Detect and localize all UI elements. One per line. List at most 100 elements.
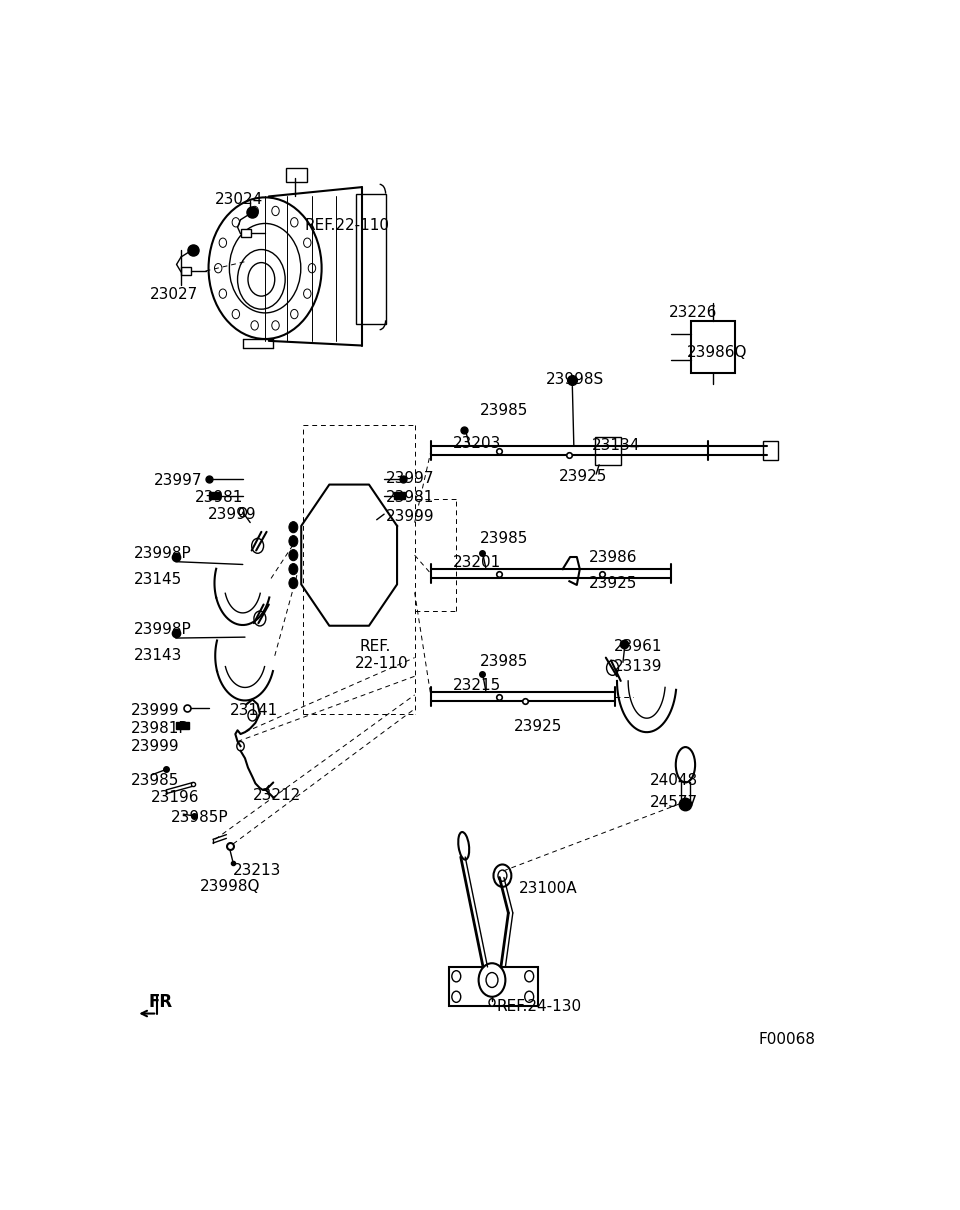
- Ellipse shape: [347, 563, 367, 595]
- Text: 23925: 23925: [559, 469, 608, 484]
- Text: 23985P: 23985P: [171, 811, 228, 825]
- Text: 23997: 23997: [386, 471, 435, 486]
- Text: 23213: 23213: [233, 863, 281, 877]
- Bar: [449, 967, 539, 1006]
- Circle shape: [232, 310, 240, 318]
- Circle shape: [232, 218, 240, 227]
- Circle shape: [214, 264, 222, 272]
- Bar: [356, 194, 386, 324]
- Text: 23925: 23925: [588, 576, 637, 590]
- Bar: [286, 168, 307, 183]
- Circle shape: [272, 206, 279, 215]
- Circle shape: [289, 564, 298, 575]
- Circle shape: [525, 970, 534, 981]
- Text: 23212: 23212: [252, 788, 300, 803]
- Circle shape: [289, 536, 298, 547]
- Text: FR: FR: [148, 993, 173, 1012]
- Bar: [181, 267, 191, 275]
- Circle shape: [382, 548, 393, 561]
- Text: REF.22-110: REF.22-110: [304, 218, 390, 232]
- Circle shape: [252, 538, 264, 553]
- Circle shape: [237, 742, 244, 750]
- Circle shape: [289, 549, 298, 560]
- Circle shape: [303, 289, 311, 299]
- Circle shape: [219, 289, 227, 299]
- Circle shape: [253, 611, 266, 626]
- Text: 23985: 23985: [480, 403, 528, 419]
- Circle shape: [308, 264, 316, 272]
- Circle shape: [248, 710, 257, 721]
- Circle shape: [239, 508, 247, 517]
- Ellipse shape: [314, 503, 385, 606]
- Circle shape: [325, 500, 335, 513]
- Circle shape: [325, 597, 335, 610]
- Text: 23999: 23999: [207, 507, 256, 522]
- Circle shape: [291, 218, 298, 227]
- Text: 23986: 23986: [588, 549, 637, 565]
- Text: 23024: 23024: [215, 191, 263, 207]
- Text: 23985: 23985: [480, 531, 528, 546]
- Circle shape: [229, 224, 300, 313]
- Text: 23134: 23134: [591, 438, 640, 453]
- Circle shape: [272, 321, 279, 330]
- Text: 23196: 23196: [152, 790, 200, 805]
- Circle shape: [452, 970, 461, 981]
- Text: 23145: 23145: [133, 572, 181, 587]
- Bar: [241, 229, 251, 236]
- Text: 23143: 23143: [133, 649, 181, 663]
- Circle shape: [306, 548, 317, 561]
- Circle shape: [251, 321, 258, 330]
- Text: 23985: 23985: [131, 773, 179, 788]
- Text: 24048: 24048: [650, 773, 698, 788]
- Text: 23981: 23981: [386, 490, 435, 505]
- Circle shape: [498, 870, 507, 881]
- Circle shape: [251, 206, 258, 215]
- Text: 23981: 23981: [194, 490, 243, 505]
- Text: 23203: 23203: [453, 436, 502, 451]
- Text: 23985: 23985: [480, 653, 528, 669]
- Text: 23961: 23961: [614, 639, 662, 653]
- Circle shape: [363, 597, 373, 610]
- Circle shape: [452, 991, 461, 1002]
- Text: 23925: 23925: [515, 719, 563, 734]
- Text: 23997: 23997: [155, 473, 203, 488]
- Circle shape: [208, 197, 322, 339]
- Text: 24577: 24577: [650, 795, 698, 811]
- Circle shape: [380, 509, 388, 519]
- Ellipse shape: [342, 522, 372, 566]
- Text: 23999: 23999: [131, 738, 180, 754]
- Text: 23226: 23226: [669, 305, 717, 321]
- Text: F00068: F00068: [758, 1032, 815, 1047]
- Text: 22-110: 22-110: [355, 656, 409, 670]
- Text: 23998P: 23998P: [133, 622, 191, 638]
- Text: 23998P: 23998P: [133, 546, 191, 560]
- Text: 23998Q: 23998Q: [201, 880, 261, 894]
- Circle shape: [525, 991, 534, 1002]
- Bar: [394, 491, 405, 500]
- Text: 23981P: 23981P: [131, 721, 188, 736]
- Ellipse shape: [458, 832, 469, 859]
- Bar: [176, 722, 189, 730]
- Circle shape: [363, 500, 373, 513]
- Text: 23986Q: 23986Q: [687, 345, 748, 359]
- Text: 23100A: 23100A: [518, 881, 577, 897]
- Ellipse shape: [676, 747, 695, 783]
- Bar: [763, 442, 778, 460]
- Text: REF.: REF.: [360, 639, 391, 653]
- Text: 23215: 23215: [453, 678, 501, 693]
- Circle shape: [291, 310, 298, 318]
- Text: 23139: 23139: [614, 659, 662, 674]
- Circle shape: [219, 238, 227, 247]
- Circle shape: [237, 249, 285, 310]
- Text: 23999: 23999: [131, 703, 180, 719]
- Circle shape: [303, 238, 311, 247]
- Text: 23998S: 23998S: [545, 373, 604, 387]
- Text: 23999: 23999: [386, 508, 435, 524]
- Circle shape: [489, 998, 495, 1006]
- Bar: [209, 491, 221, 500]
- Circle shape: [493, 864, 512, 887]
- Text: 23141: 23141: [230, 703, 278, 719]
- Bar: [594, 437, 621, 465]
- Text: 23027: 23027: [150, 287, 198, 301]
- Circle shape: [248, 263, 275, 296]
